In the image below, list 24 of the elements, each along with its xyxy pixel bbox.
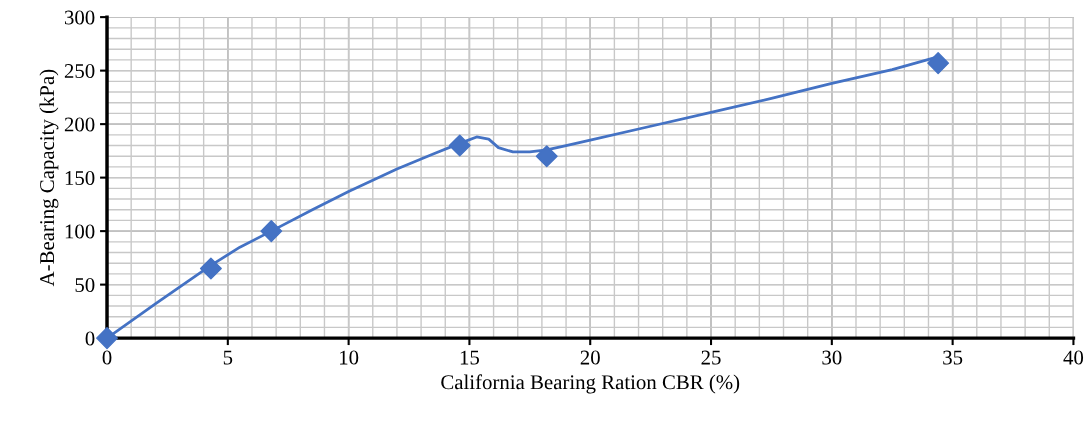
point — [96, 327, 119, 350]
y-tick-label: 100 — [65, 224, 95, 239]
y-tick-label: 50 — [75, 277, 95, 293]
y-axis-title: A-Bearing Capacity (kPa) — [39, 69, 59, 287]
y-tick-label: 250 — [64, 63, 95, 79]
x-tick-label: 20 — [580, 350, 600, 365]
point — [448, 134, 471, 157]
x-tick-label: 35 — [943, 350, 963, 365]
y-tick-label: 0 — [85, 331, 95, 346]
point — [199, 257, 222, 280]
y-tick-label: 200 — [64, 117, 95, 132]
x-tick-label: 40 — [1063, 350, 1084, 365]
point — [927, 52, 950, 75]
x-tick-label: 30 — [822, 350, 842, 365]
point — [260, 220, 283, 243]
x-tick-label: 25 — [701, 350, 721, 365]
x-tick-label: 10 — [340, 350, 359, 365]
y-tick-label: 300 — [64, 10, 95, 25]
x-tick-label: 0 — [102, 350, 112, 365]
x-tick-label: 15 — [460, 350, 480, 365]
x-tick-label: 5 — [223, 350, 233, 365]
x-axis-title: California Bearing Ration CBR (%) — [441, 374, 740, 394]
point — [535, 145, 558, 168]
y-tick-label: 150 — [65, 170, 95, 186]
